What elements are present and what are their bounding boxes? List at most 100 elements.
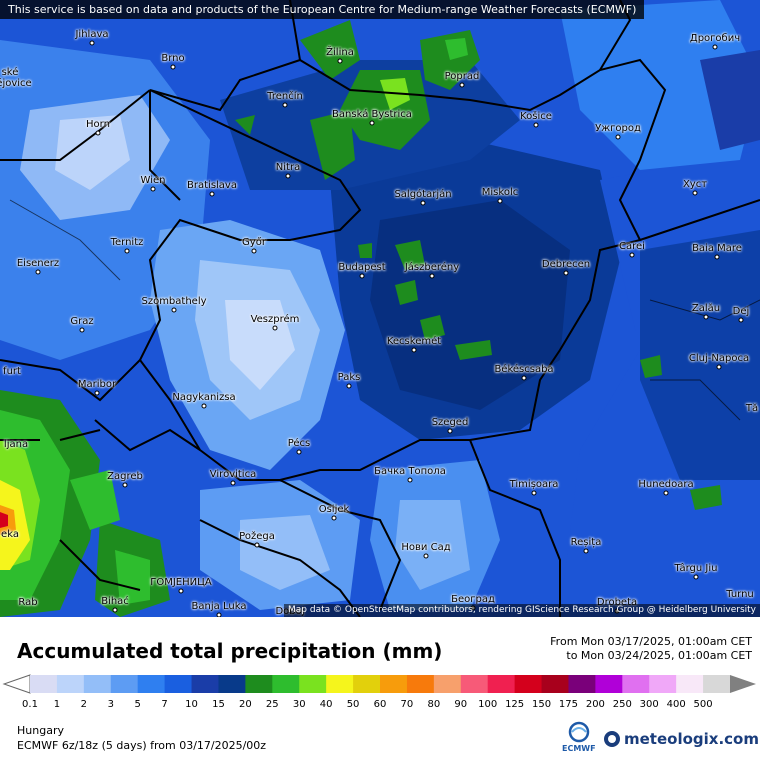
scale-swatch: [541, 675, 569, 693]
city-marker: [94, 390, 100, 396]
edge-city-label: Turnu: [726, 589, 754, 600]
scale-swatch: [649, 675, 677, 693]
city-label: Požega: [239, 531, 275, 542]
city-label: Virovitica: [209, 469, 257, 480]
city-marker: [369, 120, 375, 126]
city-marker: [170, 64, 176, 70]
city-marker: [122, 482, 128, 488]
precipitation-map[interactable]: This service is based on data and produc…: [0, 0, 760, 617]
scale-swatch: [622, 675, 650, 693]
city-marker: [282, 102, 288, 108]
city-label: Târgu Jiu: [674, 563, 718, 574]
city-marker: [411, 347, 417, 353]
scale-swatch: [245, 675, 273, 693]
meteologix-brand[interactable]: meteologix.com: [624, 730, 759, 748]
city-marker: [407, 477, 413, 483]
scale-tick-label: 60: [373, 699, 387, 710]
scale-tick-label: 100: [478, 699, 498, 710]
scale-swatch: [460, 675, 489, 693]
scale-swatch: [514, 675, 543, 693]
edge-city-label: Rab: [18, 597, 38, 608]
city-marker: [703, 314, 709, 320]
city-label: Dej: [732, 306, 750, 317]
scale-tick-label: 175: [558, 699, 578, 710]
period-from: From Mon 03/17/2025, 01:00am CET: [550, 635, 752, 648]
edge-city-label: furt: [3, 366, 21, 377]
scale-swatch: [30, 675, 58, 693]
scale-tick-label: 500: [693, 699, 713, 710]
city-label: Kecskemét: [386, 336, 442, 347]
map-data-attribution[interactable]: Map data © OpenStreetMap contributors, r…: [284, 604, 760, 617]
city-marker: [663, 490, 669, 496]
scale-tick-label: 40: [319, 699, 333, 710]
city-label: Paks: [337, 372, 361, 383]
scale-tick-label: 5: [134, 699, 141, 710]
city-marker: [497, 198, 503, 204]
city-marker: [447, 428, 453, 434]
city-label: Žilina: [326, 47, 354, 58]
city-marker: [521, 375, 527, 381]
scale-tick-label: 70: [400, 699, 414, 710]
precipitation-field: [0, 0, 760, 617]
city-label: Eisenerz: [16, 258, 60, 269]
scale-tick-label: 80: [427, 699, 441, 710]
city-marker: [178, 588, 184, 594]
scale-swatch: [595, 675, 623, 693]
model-run-info: ECMWF 6z/18z (5 days) from 03/17/2025/00…: [17, 739, 267, 752]
city-marker: [346, 383, 352, 389]
city-marker: [79, 327, 85, 333]
ecmwf-attribution: This service is based on data and produc…: [0, 0, 645, 19]
scale-swatch: [218, 675, 246, 693]
edge-city-label: ljana: [3, 439, 29, 450]
city-label: ГОМЈЕНИЦА: [150, 577, 212, 588]
scale-tick-label: 30: [292, 699, 306, 710]
city-label: Wien: [140, 175, 166, 186]
city-marker: [423, 553, 429, 559]
scale-swatch: [56, 675, 85, 693]
city-label: Trenčín: [267, 91, 303, 102]
scale-tick-label: 0.1: [22, 699, 38, 710]
city-label: Bratislava: [187, 180, 237, 191]
city-marker: [738, 317, 744, 323]
scale-tick-label: 125: [505, 699, 525, 710]
scale-tick-label: 250: [612, 699, 632, 710]
scale-tick-label: 7: [161, 699, 168, 710]
scale-swatch: [487, 675, 516, 693]
city-label: Дрогобич: [689, 33, 741, 44]
city-marker: [459, 82, 465, 88]
city-marker: [296, 449, 302, 455]
city-label: Ternitz: [110, 237, 144, 248]
scale-swatch: [83, 675, 112, 693]
scale-right-arrow: [730, 675, 756, 693]
scale-swatch: [703, 675, 731, 693]
city-label: Бачка Топола: [374, 466, 446, 477]
period-to: to Mon 03/24/2025, 01:00am CET: [566, 649, 752, 662]
scale-swatch: [326, 675, 354, 693]
scale-swatch: [676, 675, 704, 693]
city-marker: [337, 58, 343, 64]
ecmwf-logo-icon[interactable]: [560, 720, 598, 758]
city-label: Osijek: [318, 504, 350, 515]
city-marker: [583, 548, 589, 554]
scale-tick-label: 200: [585, 699, 605, 710]
city-marker: [712, 44, 718, 50]
city-label: Békéscsaba: [494, 364, 554, 375]
city-marker: [201, 403, 207, 409]
city-label: Jihlava: [75, 29, 109, 40]
city-label: Banja Luka: [191, 601, 247, 612]
scale-swatch: [433, 675, 462, 693]
edge-city-label: ějovice: [0, 78, 32, 89]
city-marker: [216, 612, 222, 617]
city-marker: [714, 254, 720, 260]
scale-tick-label: 20: [239, 699, 252, 710]
city-marker: [563, 270, 569, 276]
scale-tick-label: 10: [185, 699, 198, 710]
city-label: Jászberény: [404, 262, 460, 273]
city-marker: [124, 248, 130, 254]
city-label: Zalău: [691, 303, 721, 314]
scale-tick-label: 300: [639, 699, 659, 710]
region-name: Hungary: [17, 724, 64, 737]
scale-tick-label: 400: [666, 699, 686, 710]
city-label: Timișoara: [509, 479, 559, 490]
city-label: Ужгород: [595, 123, 641, 134]
